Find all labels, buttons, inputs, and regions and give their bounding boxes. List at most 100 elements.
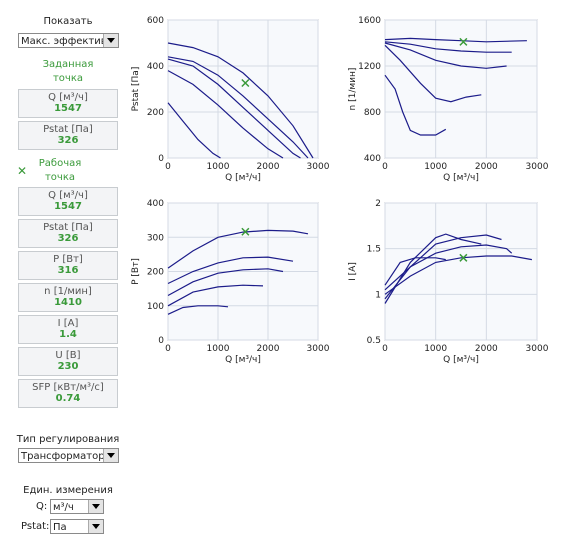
value-box: P [Вт] 316 xyxy=(18,251,118,280)
y-tick-label: 200 xyxy=(147,108,164,118)
curve xyxy=(167,42,314,159)
curve xyxy=(384,255,533,295)
curve xyxy=(167,305,229,315)
dropdown-arrow xyxy=(103,34,118,47)
y-tick-label: 100 xyxy=(147,302,164,312)
y-tick-label: 0.5 xyxy=(367,336,381,346)
operating-point xyxy=(241,78,250,88)
box-label: Pstat [Па] xyxy=(43,222,93,233)
y-tick-label: 1600 xyxy=(358,16,381,26)
x-axis-label: Q [м³/ч] xyxy=(225,355,261,365)
y-axis-label: I [А] xyxy=(348,262,358,281)
curve xyxy=(384,41,512,53)
y-tick-label: 400 xyxy=(147,199,164,209)
y-tick-label: 200 xyxy=(147,268,164,278)
x-tick-label: 0 xyxy=(382,344,388,354)
target-title: Заданная точка xyxy=(42,59,94,84)
curve xyxy=(167,284,264,307)
value-box: Q [м³/ч] 1547 xyxy=(18,89,118,118)
show-select[interactable]: Макс. эффектив xyxy=(18,33,119,48)
x-axis-label: Q [м³/ч] xyxy=(225,173,261,183)
units-label: Един. измерения xyxy=(23,485,113,496)
control-label: Тип регулирования xyxy=(16,434,120,445)
y-tick-label: 400 xyxy=(364,154,381,164)
value-box: Pstat [Па] 326 xyxy=(18,219,118,248)
q-select[interactable]: м³/ч xyxy=(50,499,104,514)
operating-point xyxy=(241,227,250,236)
box-value: 230 xyxy=(57,361,79,372)
y-axis-label: P [Вт] xyxy=(131,258,141,285)
x-tick-label: 1000 xyxy=(424,162,447,172)
plot-area xyxy=(167,19,319,159)
value-box: Q [м³/ч] 1547 xyxy=(18,187,118,216)
show-label: Показать xyxy=(43,16,93,27)
box-value: 1547 xyxy=(54,103,82,114)
x-tick-label: 2000 xyxy=(475,162,498,172)
box-label: n [1/мин] xyxy=(44,286,92,297)
x-tick-label: 2000 xyxy=(257,344,280,354)
box-label: P [Вт] xyxy=(53,254,83,265)
curve xyxy=(167,102,221,159)
x-tick-label: 0 xyxy=(382,162,388,172)
x-tick-label: 0 xyxy=(165,162,171,172)
y-tick-label: 300 xyxy=(147,233,164,243)
value-box: I [А] 1.4 xyxy=(18,315,118,344)
p-select[interactable]: Па xyxy=(50,519,104,534)
box-label: I [А] xyxy=(57,318,79,329)
operating-point xyxy=(459,253,468,262)
x-tick-label: 0 xyxy=(165,344,171,354)
dropdown-arrow xyxy=(103,449,118,462)
curve xyxy=(384,74,447,136)
curve xyxy=(384,257,446,286)
y-tick-label: 0 xyxy=(158,336,164,346)
value-box: SFP [кВт/м³/с] 0.74 xyxy=(18,379,118,408)
box-label: U [В] xyxy=(55,350,81,361)
x-tick-label: 2000 xyxy=(257,162,280,172)
curve xyxy=(384,234,502,300)
x-tick-label: 1000 xyxy=(207,344,230,354)
operating-title: Рабочая точка xyxy=(38,158,82,183)
curve xyxy=(167,70,284,159)
y-tick-label: 800 xyxy=(364,108,381,118)
dropdown-arrow xyxy=(88,500,103,513)
value-box: Pstat [Па] 326 xyxy=(18,121,118,150)
box-label: Q [м³/ч] xyxy=(48,190,88,201)
q-label: Q: xyxy=(36,501,48,512)
operating-point xyxy=(459,37,468,46)
y-tick-label: 1.5 xyxy=(367,245,381,255)
box-value: 0.74 xyxy=(55,393,81,404)
curve xyxy=(167,56,309,159)
p-select-text: Па xyxy=(53,522,67,533)
x-tick-label: 3000 xyxy=(526,162,549,172)
operating-icon: ✕ xyxy=(17,164,28,178)
box-value: 1.4 xyxy=(59,329,77,340)
curve xyxy=(384,44,482,103)
plot-area xyxy=(384,202,538,341)
p-label: Pstat: xyxy=(21,521,50,532)
value-box: n [1/мин] 1410 xyxy=(18,283,118,312)
box-label: SFP [кВт/м³/с] xyxy=(32,382,104,393)
y-tick-label: 0 xyxy=(158,154,164,164)
x-tick-label: 3000 xyxy=(307,344,330,354)
x-tick-label: 2000 xyxy=(475,344,498,354)
value-box: U [В] 230 xyxy=(18,347,118,376)
curve xyxy=(384,42,507,69)
x-tick-label: 1000 xyxy=(424,344,447,354)
show-select-text: Макс. эффектив xyxy=(21,36,107,47)
y-tick-label: 2 xyxy=(375,199,381,209)
box-value: 326 xyxy=(57,135,79,146)
curve xyxy=(167,229,309,269)
dropdown-arrow xyxy=(88,520,103,533)
box-value: 1410 xyxy=(54,297,82,308)
curve xyxy=(384,233,482,304)
x-axis-label: Q [м³/ч] xyxy=(443,173,479,183)
plot-area xyxy=(384,19,538,159)
curve xyxy=(167,58,301,159)
box-value: 316 xyxy=(57,265,79,276)
x-axis-label: Q [м³/ч] xyxy=(443,355,479,365)
box-label: Q [м³/ч] xyxy=(48,92,88,103)
box-label: Pstat [Па] xyxy=(43,124,93,135)
control-select[interactable]: Трансформатор xyxy=(18,448,119,463)
